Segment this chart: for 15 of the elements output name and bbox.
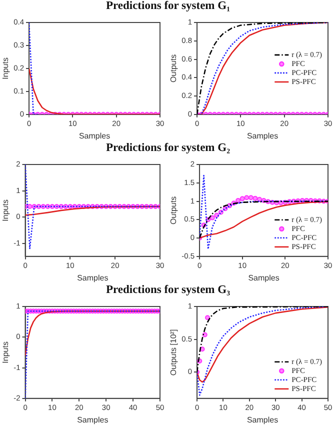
chart-title: Predictions for system G₂ (104, 142, 232, 154)
y-axis-title: Inputs (1, 342, 10, 364)
x-axis-title: Samples (78, 131, 110, 140)
y-axis-title: Inputs (1, 58, 10, 80)
x-axis-title: Samples (248, 273, 280, 282)
y-axis-title: Outputs (169, 196, 178, 224)
y-axis-title: Inputs (1, 200, 10, 222)
x-axis-title: Samples (77, 273, 108, 282)
chart-title: Predictions for system G₃ (104, 284, 232, 296)
x-axis-title: Samples (246, 415, 278, 424)
chart-title: Predictions for system G₁ (104, 0, 232, 12)
x-axis-title: Samples (246, 131, 278, 140)
y-axis-title: Outputs (169, 54, 178, 82)
y-axis-title: Outputs [10²] (169, 329, 178, 376)
x-axis-title: Samples (77, 415, 108, 424)
